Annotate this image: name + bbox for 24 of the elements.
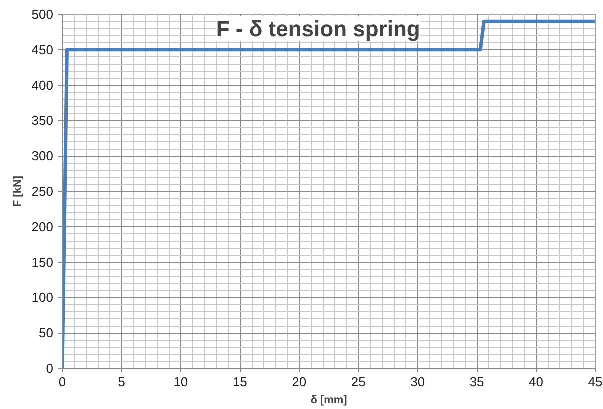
- x-tick-label: 25: [351, 374, 366, 390]
- x-axis-title: δ [mm]: [310, 394, 348, 406]
- x-tick-label: 40: [529, 374, 544, 390]
- y-tick-label: 300: [32, 148, 54, 164]
- x-tick-label: 5: [118, 374, 126, 390]
- x-tick-label: 15: [232, 374, 248, 390]
- y-tick-label: 150: [32, 254, 54, 270]
- y-tick-label: 350: [32, 113, 54, 128]
- x-tick-label: 10: [174, 374, 188, 390]
- y-tick-label: 50: [39, 326, 54, 341]
- x-tick-label: 0: [58, 374, 66, 390]
- chart-title: F - δ tension spring: [216, 16, 420, 42]
- y-tick-label: 200: [32, 219, 54, 234]
- y-tick-label: 400: [32, 78, 54, 93]
- x-tick-label: 30: [410, 374, 426, 390]
- y-tick-label: 250: [32, 184, 54, 199]
- y-axis-title: F [kN]: [12, 176, 24, 208]
- y-tick-label: 100: [32, 290, 54, 306]
- y-tick-label: 450: [32, 42, 54, 58]
- x-tick-label: 45: [588, 374, 603, 390]
- x-tick-label: 20: [292, 374, 307, 390]
- x-tick-label: 35: [470, 374, 484, 390]
- y-tick-label: 0: [46, 361, 54, 376]
- y-tick-label: 500: [32, 7, 54, 22]
